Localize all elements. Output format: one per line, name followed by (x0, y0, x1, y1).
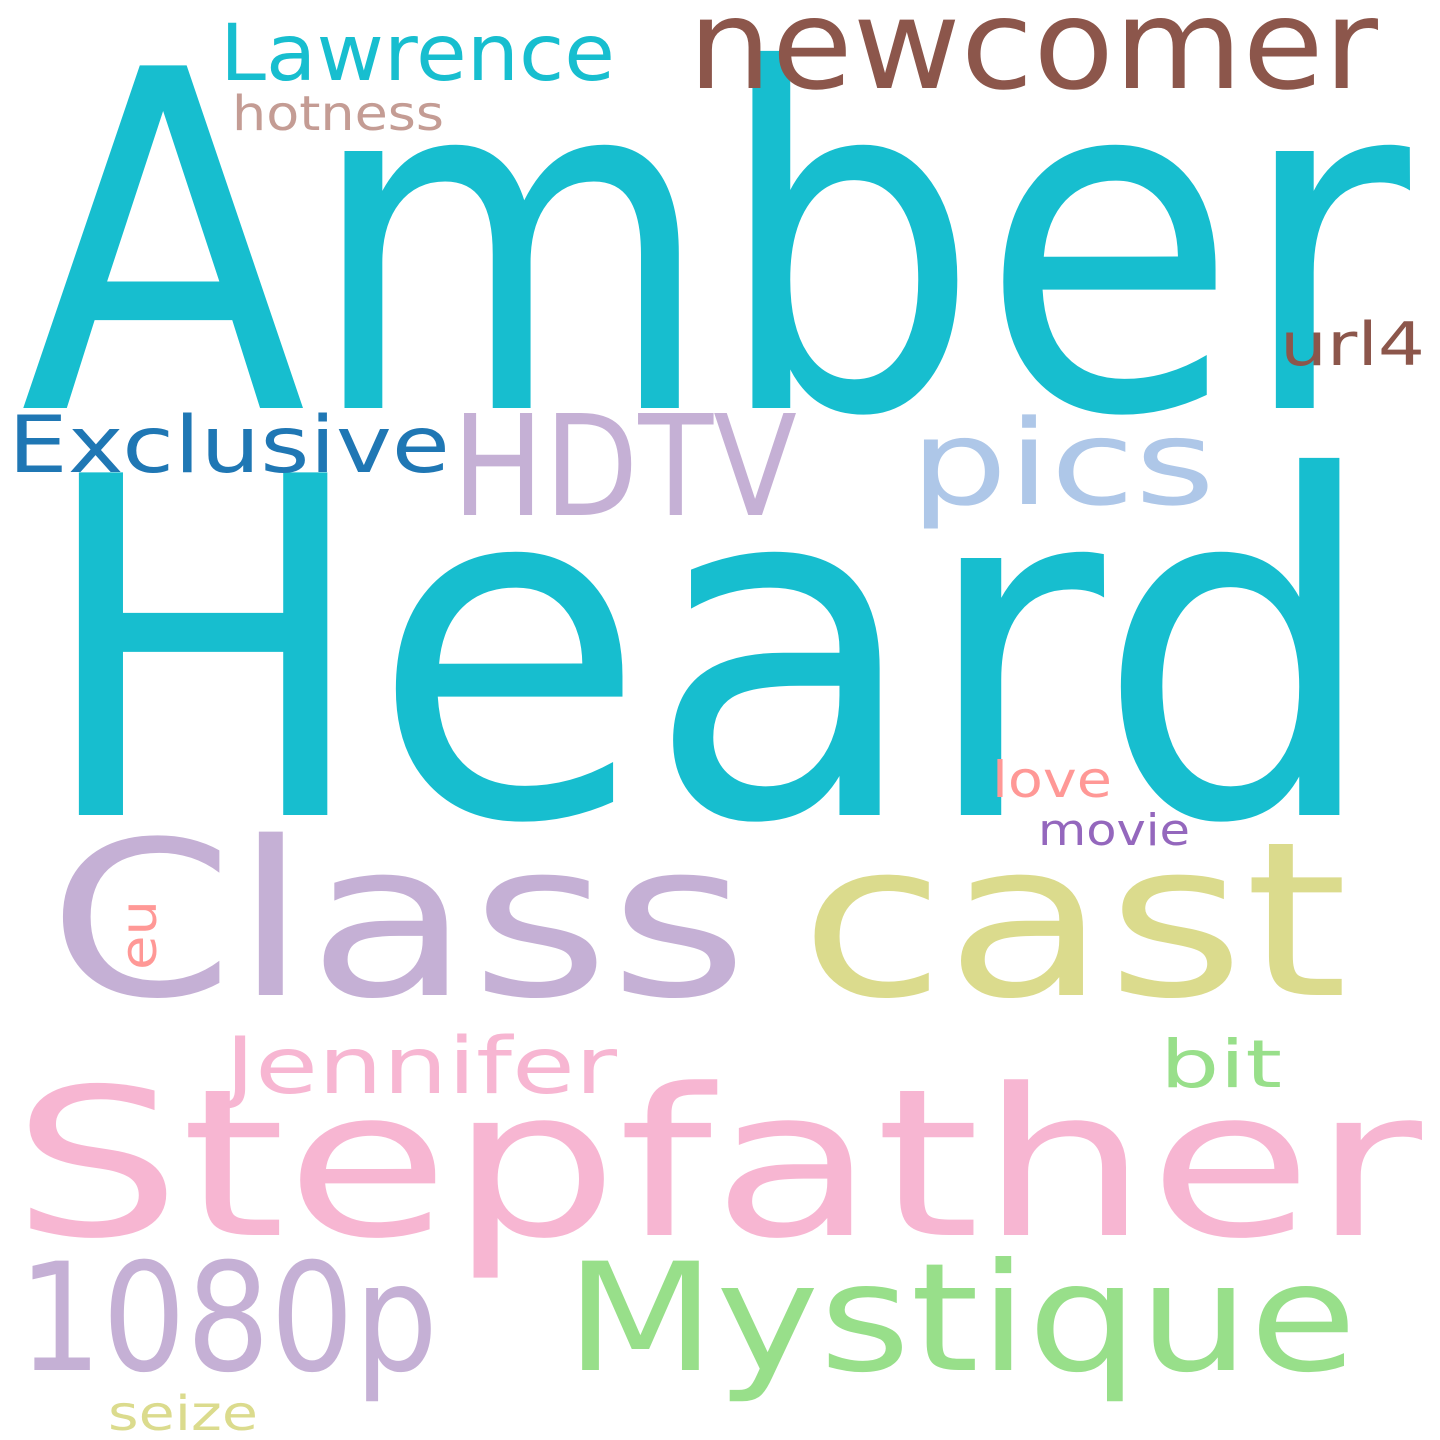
word-1080p: 1080p (18, 1232, 438, 1406)
word-mystique: Mystique (565, 1232, 1357, 1406)
word-hotness: hotness (232, 86, 444, 142)
word-eu: eu (110, 900, 168, 970)
word-class: Class (48, 795, 748, 1046)
word-love: love (992, 751, 1112, 809)
word-cast: cast (800, 795, 1348, 1046)
word-pics: pics (910, 394, 1215, 532)
word-heard: Heard (35, 379, 1380, 926)
word-seize: seize (108, 1386, 258, 1440)
word-url4: url4 (1280, 310, 1425, 380)
word-jennifer: Jennifer (218, 1022, 618, 1112)
word-exclusive: Exclusive (8, 401, 450, 491)
word-bit: bit (1160, 1026, 1282, 1103)
word-lawrence: Lawrence (220, 9, 615, 99)
word-amber: Amber (20, 0, 1414, 519)
word-hdtv: HDTV (452, 386, 797, 549)
word-stepfather: Stepfather (12, 1046, 1423, 1284)
word-newcomer: newcomer (688, 0, 1379, 118)
word-movie: movie (1038, 805, 1190, 856)
